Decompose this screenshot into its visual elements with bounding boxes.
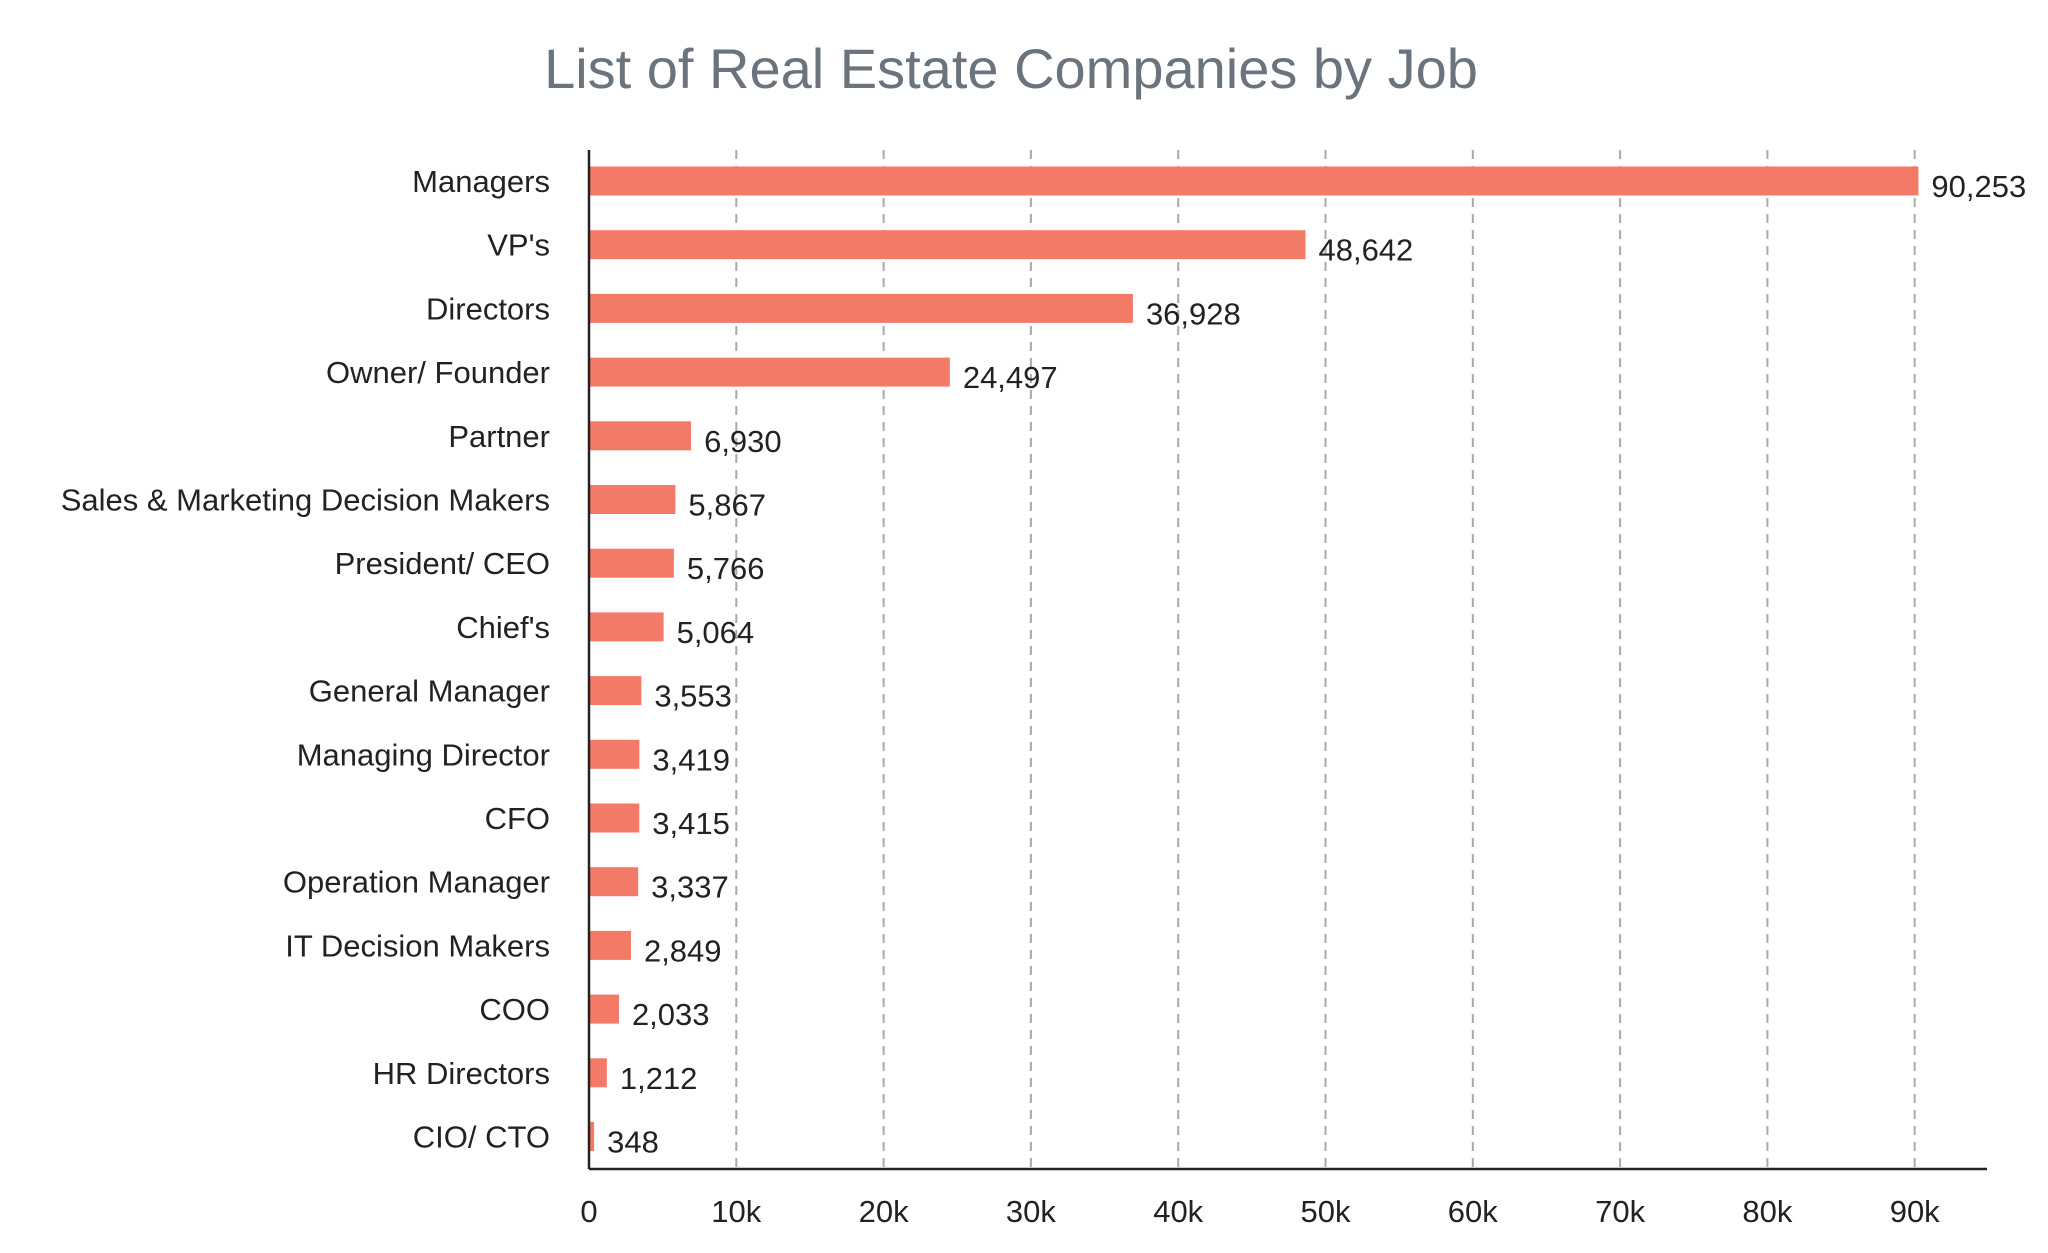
value-label: 1,212 — [620, 1061, 698, 1096]
category-label: CFO — [485, 801, 550, 836]
category-label: Partner — [448, 419, 550, 454]
bar — [589, 421, 692, 451]
bar — [589, 803, 640, 833]
category-label: VP's — [487, 228, 550, 263]
value-label: 2,849 — [644, 933, 722, 968]
bar — [589, 357, 950, 387]
value-label: 90,253 — [1931, 169, 2026, 204]
value-label: 3,337 — [651, 870, 729, 905]
category-label: Managing Director — [297, 737, 550, 772]
bar — [589, 676, 642, 706]
category-label: General Manager — [309, 674, 550, 709]
bar — [589, 1058, 607, 1088]
x-tick-label: 90k — [1890, 1194, 1940, 1229]
chart-title: List of Real Estate Companies by Job — [544, 37, 1478, 100]
bar — [589, 485, 676, 514]
bar — [589, 230, 1306, 260]
category-label: Sales & Marketing Decision Makers — [61, 483, 550, 518]
value-label: 5,064 — [677, 615, 755, 650]
bar — [589, 867, 639, 897]
bar — [589, 994, 619, 1024]
x-tick-label: 70k — [1595, 1194, 1645, 1229]
category-label: Chief's — [456, 610, 550, 645]
value-label: 5,867 — [688, 488, 766, 523]
category-label: IT Decision Makers — [285, 928, 550, 963]
value-label: 3,415 — [652, 806, 730, 841]
bar — [589, 293, 1133, 323]
category-label: Directors — [426, 291, 550, 326]
bar — [589, 1122, 595, 1151]
category-label: Managers — [412, 164, 550, 199]
category-label: COO — [479, 992, 550, 1027]
x-tick-label: 20k — [859, 1194, 909, 1229]
value-label: 3,553 — [654, 679, 732, 714]
value-label: 6,930 — [704, 424, 782, 459]
x-tick-label: 0 — [580, 1194, 597, 1229]
category-label: President/ CEO — [335, 546, 550, 581]
x-tick-label: 10k — [711, 1194, 761, 1229]
x-tick-label: 80k — [1742, 1194, 1792, 1229]
x-tick-label: 30k — [1006, 1194, 1056, 1229]
value-label: 48,642 — [1318, 233, 1413, 268]
category-label: HR Directors — [373, 1056, 550, 1091]
x-tick-label: 60k — [1448, 1194, 1498, 1229]
bar — [589, 739, 640, 769]
value-label: 5,766 — [687, 551, 765, 586]
x-tick-label: 40k — [1153, 1194, 1203, 1229]
category-label: CIO/ CTO — [413, 1120, 550, 1155]
x-tick-label: 50k — [1301, 1194, 1351, 1229]
value-label: 36,928 — [1146, 296, 1241, 331]
bar — [589, 166, 1919, 196]
category-label: Owner/ Founder — [326, 355, 550, 390]
category-label: Operation Manager — [283, 865, 550, 900]
value-label: 3,419 — [652, 742, 730, 777]
value-label: 348 — [607, 1125, 659, 1160]
value-label: 2,033 — [632, 997, 710, 1032]
bar — [589, 548, 674, 578]
value-label: 24,497 — [963, 360, 1058, 395]
bar — [589, 930, 631, 960]
bar — [589, 612, 664, 642]
